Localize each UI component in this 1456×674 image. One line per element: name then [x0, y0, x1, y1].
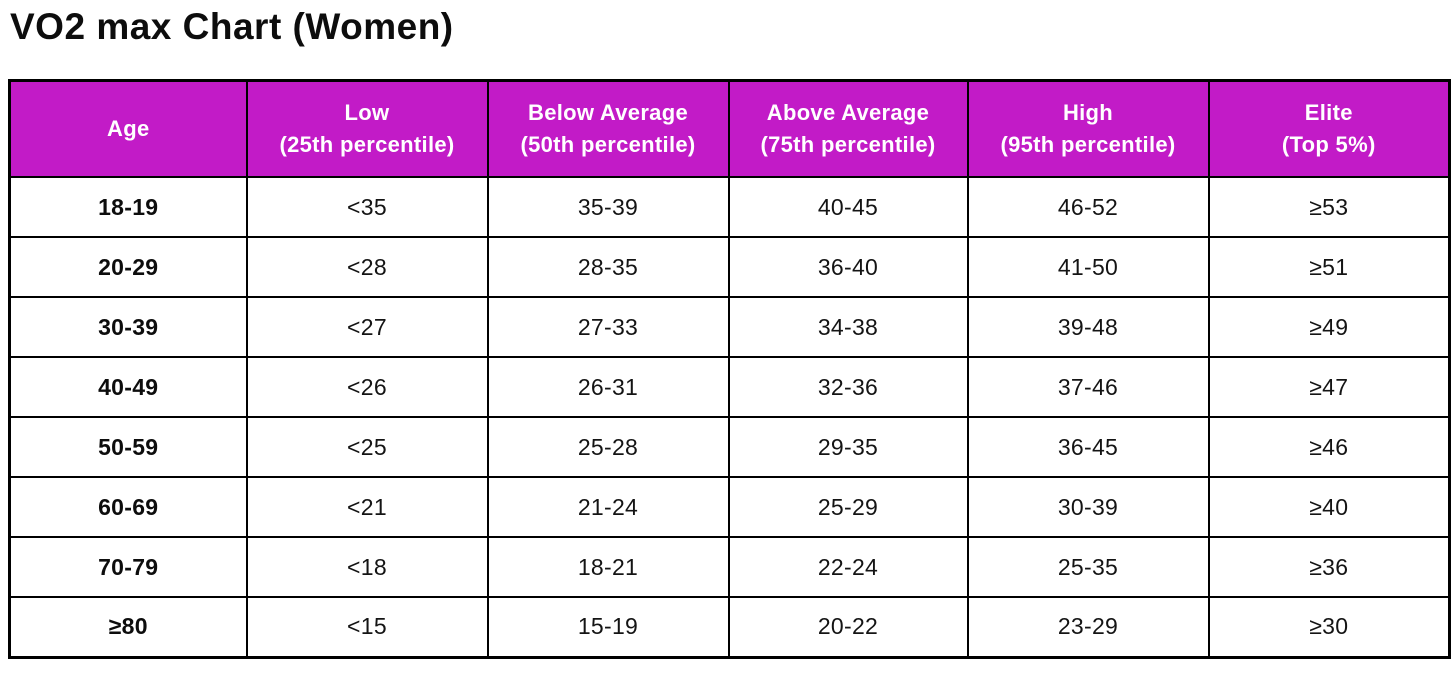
value-cell: 36-40	[727, 236, 969, 299]
age-cell: 20-29	[8, 236, 248, 299]
value-cell: ≥49	[1207, 296, 1451, 359]
value-cell: <27	[245, 296, 489, 359]
age-cell: 50-59	[8, 416, 248, 479]
age-cell: ≥80	[8, 596, 248, 659]
value-cell: 25-29	[727, 476, 969, 539]
value-cell: 15-19	[486, 596, 730, 659]
column-header-age: Age	[8, 79, 248, 179]
age-cell: 40-49	[8, 356, 248, 419]
column-header-low: Low (25th percentile)	[245, 79, 489, 179]
value-cell: 35-39	[486, 176, 730, 239]
table-row: 60-69 <21 21-24 25-29 30-39 ≥40	[8, 476, 1451, 539]
value-cell: ≥51	[1207, 236, 1451, 299]
vo2max-table: Age Low (25th percentile) Below Average …	[8, 78, 1451, 659]
value-cell: 22-24	[727, 536, 969, 599]
value-cell: <21	[245, 476, 489, 539]
value-cell: 25-35	[966, 536, 1210, 599]
table-row: 20-29 <28 28-35 36-40 41-50 ≥51	[8, 236, 1451, 299]
table-header: Age Low (25th percentile) Below Average …	[8, 79, 1451, 179]
value-cell: ≥53	[1207, 176, 1451, 239]
column-header-elite: Elite (Top 5%)	[1207, 79, 1451, 179]
column-header-above-average: Above Average (75th percentile)	[727, 79, 969, 179]
table-body: 18-19 <35 35-39 40-45 46-52 ≥53 20-29 <28 28-35 3…	[8, 176, 1451, 659]
value-cell: <35	[245, 176, 489, 239]
table-row: 30-39 <27 27-33 34-38 39-48 ≥49	[8, 296, 1451, 359]
value-cell: 30-39	[966, 476, 1210, 539]
value-cell: 27-33	[486, 296, 730, 359]
column-header-high: High (95th percentile)	[966, 79, 1210, 179]
table-row: 50-59 <25 25-28 29-35 36-45 ≥46	[8, 416, 1451, 479]
header-row: Age Low (25th percentile) Below Average …	[8, 79, 1451, 179]
value-cell: ≥47	[1207, 356, 1451, 419]
value-cell: 25-28	[486, 416, 730, 479]
age-cell: 30-39	[8, 296, 248, 359]
value-cell: 36-45	[966, 416, 1210, 479]
value-cell: ≥40	[1207, 476, 1451, 539]
value-cell: ≥30	[1207, 596, 1451, 659]
value-cell: 29-35	[727, 416, 969, 479]
table-row: 70-79 <18 18-21 22-24 25-35 ≥36	[8, 536, 1451, 599]
value-cell: 46-52	[966, 176, 1210, 239]
table-row: 40-49 <26 26-31 32-36 37-46 ≥47	[8, 356, 1451, 419]
age-cell: 60-69	[8, 476, 248, 539]
age-cell: 70-79	[8, 536, 248, 599]
value-cell: <18	[245, 536, 489, 599]
table-row: 18-19 <35 35-39 40-45 46-52 ≥53	[8, 176, 1451, 239]
value-cell: ≥36	[1207, 536, 1451, 599]
value-cell: 32-36	[727, 356, 969, 419]
value-cell: 34-38	[727, 296, 969, 359]
value-cell: 40-45	[727, 176, 969, 239]
table-row: ≥80 <15 15-19 20-22 23-29 ≥30	[8, 596, 1451, 659]
value-cell: 23-29	[966, 596, 1210, 659]
value-cell: 18-21	[486, 536, 730, 599]
value-cell: 21-24	[486, 476, 730, 539]
value-cell: 28-35	[486, 236, 730, 299]
value-cell: <26	[245, 356, 489, 419]
value-cell: <28	[245, 236, 489, 299]
value-cell: 20-22	[727, 596, 969, 659]
page-title: VO2 max Chart (Women)	[10, 6, 454, 47]
value-cell: <15	[245, 596, 489, 659]
value-cell: 37-46	[966, 356, 1210, 419]
value-cell: <25	[245, 416, 489, 479]
value-cell: 39-48	[966, 296, 1210, 359]
value-cell: 41-50	[966, 236, 1210, 299]
column-header-below-average: Below Average (50th percentile)	[486, 79, 730, 179]
value-cell: 26-31	[486, 356, 730, 419]
value-cell: ≥46	[1207, 416, 1451, 479]
age-cell: 18-19	[8, 176, 248, 239]
